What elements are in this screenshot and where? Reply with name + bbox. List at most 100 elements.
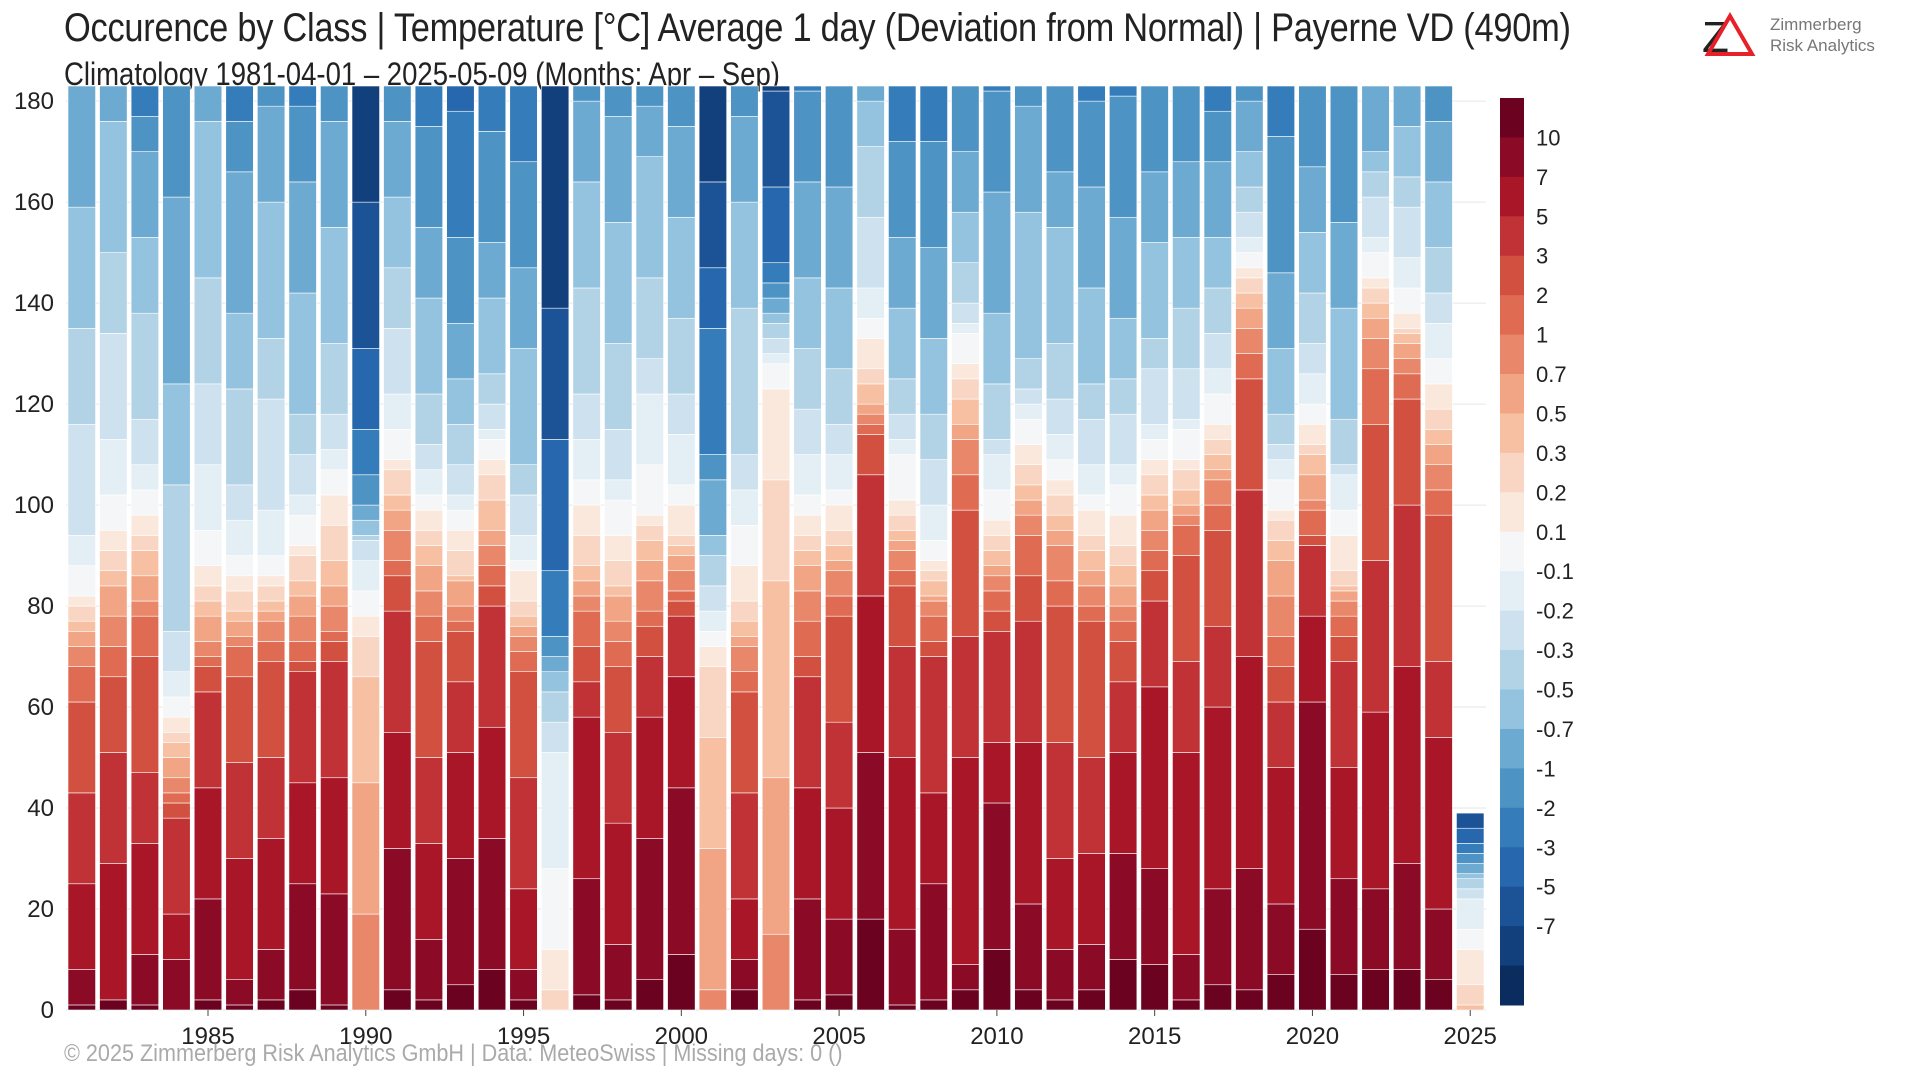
bar-segment bbox=[383, 393, 412, 430]
bar-segment bbox=[1172, 307, 1201, 370]
bar-segment bbox=[1203, 469, 1232, 481]
bar-segment bbox=[1235, 252, 1264, 269]
bar-segment bbox=[951, 964, 980, 991]
bar-segment bbox=[320, 605, 349, 632]
bar-2014 bbox=[1109, 85, 1138, 1011]
bar-segment bbox=[1298, 403, 1327, 425]
bar-segment bbox=[541, 752, 570, 869]
bar-segment bbox=[1266, 85, 1295, 137]
bar-2015 bbox=[1140, 85, 1169, 1011]
bar-segment bbox=[288, 661, 317, 673]
bar-segment bbox=[1014, 388, 1043, 405]
bar-2004 bbox=[793, 85, 822, 1011]
bar-segment bbox=[351, 560, 380, 592]
bar-segment bbox=[1456, 928, 1485, 950]
bar-segment bbox=[193, 615, 223, 642]
colorbar-label: 0.3 bbox=[1536, 441, 1567, 466]
bar-segment bbox=[257, 575, 286, 587]
bar-segment bbox=[1014, 418, 1043, 445]
bar-segment bbox=[1266, 666, 1295, 703]
bar-segment bbox=[477, 131, 507, 243]
bar-segment bbox=[1235, 277, 1264, 294]
bar-segment bbox=[982, 550, 1011, 566]
bar-segment bbox=[667, 126, 696, 218]
bar-segment bbox=[288, 105, 317, 183]
bar-2002 bbox=[730, 85, 759, 1011]
bar-segment bbox=[130, 85, 159, 117]
bar-segment bbox=[1235, 656, 1264, 869]
bar-segment bbox=[162, 696, 191, 718]
bar-segment bbox=[509, 969, 538, 1001]
bar-segment bbox=[99, 530, 128, 551]
bar-segment bbox=[162, 913, 191, 960]
bar-segment bbox=[604, 585, 633, 597]
bar-segment bbox=[604, 535, 633, 561]
bar-segment bbox=[1140, 474, 1169, 496]
bar-segment bbox=[1424, 489, 1453, 516]
bar-segment bbox=[667, 393, 696, 435]
bar-segment bbox=[1014, 358, 1043, 390]
bar-segment bbox=[1298, 454, 1327, 476]
bar-segment bbox=[1077, 605, 1106, 622]
bar-segment bbox=[225, 676, 254, 763]
x-tick-label: 2000 bbox=[655, 1023, 708, 1050]
bar-segment bbox=[604, 115, 633, 223]
bar-segment bbox=[572, 878, 601, 996]
bar-segment bbox=[162, 757, 191, 779]
bar-segment bbox=[951, 636, 980, 758]
bar-segment bbox=[667, 590, 696, 602]
bar-segment bbox=[477, 297, 507, 375]
bar-segment bbox=[856, 146, 885, 218]
bar-segment bbox=[320, 449, 349, 471]
bar-segment bbox=[288, 989, 317, 1011]
bar-segment bbox=[509, 888, 538, 970]
bar-segment bbox=[698, 585, 727, 612]
bar-segment bbox=[1203, 504, 1232, 531]
bar-segment bbox=[414, 509, 443, 531]
bar-segment bbox=[1077, 550, 1106, 572]
bar-segment bbox=[919, 141, 948, 248]
bar-segment bbox=[982, 631, 1011, 743]
bar-segment bbox=[698, 989, 727, 1011]
bar-segment bbox=[414, 530, 443, 546]
bar-segment bbox=[1298, 232, 1327, 294]
bar-segment bbox=[1298, 928, 1327, 1011]
bar-segment bbox=[1172, 418, 1201, 430]
bar-segment bbox=[67, 535, 96, 566]
bar-segment bbox=[982, 519, 1011, 536]
bar-segment bbox=[1361, 171, 1390, 198]
bar-segment bbox=[1172, 555, 1201, 662]
bar-segment bbox=[1109, 464, 1138, 486]
bar-segment bbox=[288, 181, 317, 294]
bar-segment bbox=[541, 989, 570, 1011]
bar-segment bbox=[1393, 343, 1422, 359]
bar-segment bbox=[761, 312, 791, 324]
bar-segment bbox=[825, 186, 854, 289]
bar-segment bbox=[1172, 999, 1201, 1011]
bar-segment bbox=[1014, 575, 1043, 622]
bar-segment bbox=[1424, 979, 1453, 1011]
bar-segment bbox=[825, 560, 854, 572]
bar-segment bbox=[383, 989, 412, 1011]
bar-2023 bbox=[1393, 85, 1422, 1011]
bar-segment bbox=[99, 121, 128, 253]
bar-segment bbox=[761, 580, 791, 779]
bar-segment bbox=[604, 560, 633, 587]
bar-segment bbox=[1045, 494, 1075, 516]
bar-segment bbox=[982, 191, 1011, 314]
bar-segment bbox=[477, 605, 507, 728]
bar-segment bbox=[1266, 560, 1295, 597]
bar-segment bbox=[825, 807, 854, 920]
bar-segment bbox=[1393, 666, 1422, 864]
bar-segment bbox=[225, 575, 254, 592]
x-tick-label: 2015 bbox=[1128, 1023, 1181, 1050]
bar-segment bbox=[162, 383, 191, 486]
bar-segment bbox=[1361, 151, 1390, 173]
bar-segment bbox=[1203, 85, 1232, 112]
bar-segment bbox=[351, 429, 380, 476]
bar-segment bbox=[572, 100, 601, 183]
bar-segment bbox=[572, 595, 601, 612]
bar-segment bbox=[1329, 509, 1359, 536]
bar-segment bbox=[1140, 459, 1169, 476]
bar-segment bbox=[446, 464, 475, 496]
